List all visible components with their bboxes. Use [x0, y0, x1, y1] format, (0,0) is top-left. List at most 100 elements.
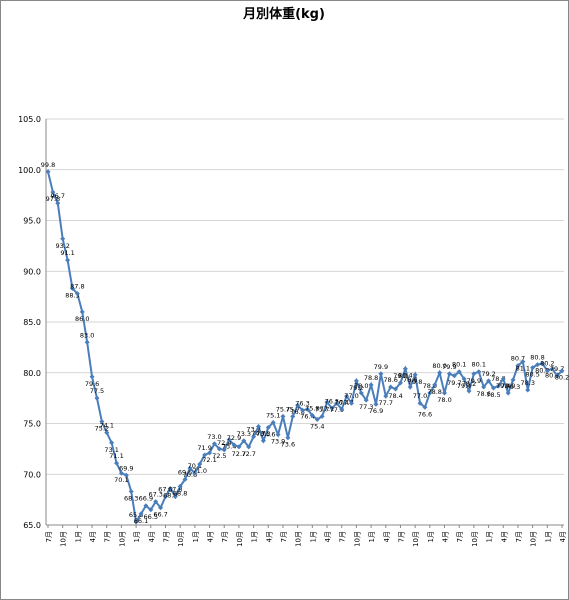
data-label: 77.7 — [339, 399, 353, 407]
marker — [339, 406, 345, 412]
data-label: 77.5 — [90, 387, 104, 395]
data-label: 67.8 — [168, 486, 182, 494]
marker — [471, 371, 477, 377]
marker — [300, 407, 306, 413]
marker — [290, 413, 296, 419]
data-label: 78.2 — [462, 380, 476, 388]
marker — [388, 384, 394, 390]
x-tick-label: 10月 — [177, 531, 185, 547]
data-label: 76.3 — [295, 399, 309, 407]
x-tick-label: 4月 — [442, 531, 450, 542]
marker — [490, 385, 496, 391]
data-label: 76.4 — [300, 412, 314, 420]
data-label: 80.7 — [511, 355, 525, 363]
x-tick-label: 1月 — [486, 531, 494, 542]
data-label: 91.1 — [60, 249, 74, 257]
data-label: 78.0 — [423, 382, 437, 390]
data-label: 70.1 — [188, 462, 202, 470]
data-label: 71.0 — [193, 467, 207, 475]
marker — [285, 435, 291, 441]
data-label: 72.7 — [241, 450, 255, 458]
marker — [270, 419, 276, 425]
data-label: 72.4 — [217, 439, 231, 447]
data-label: 80.5 — [525, 371, 539, 379]
marker — [133, 519, 139, 525]
x-tick-label: 10月 — [295, 531, 303, 547]
marker — [182, 476, 188, 482]
y-tick-label: 75.0 — [23, 420, 41, 429]
y-tick-label: 95.0 — [23, 217, 41, 226]
marker — [197, 461, 203, 467]
data-label: 79.2 — [481, 370, 495, 378]
marker — [123, 472, 129, 478]
x-tick-label: 10月 — [471, 531, 479, 547]
data-label: 79.8 — [408, 378, 422, 386]
data-label: 73.0 — [207, 433, 221, 441]
marker — [241, 438, 247, 444]
marker — [74, 291, 80, 297]
data-label: 70.6 — [183, 471, 197, 479]
marker — [466, 388, 472, 394]
x-tick-label: 10月 — [236, 531, 244, 547]
marker — [153, 499, 159, 505]
data-label: 75.4 — [310, 422, 324, 430]
marker — [495, 383, 501, 389]
x-tick-label: 4月 — [148, 531, 156, 542]
marker — [60, 236, 66, 242]
marker — [192, 470, 198, 476]
x-tick-label: 1月 — [427, 531, 435, 542]
data-label: 66.7 — [153, 511, 167, 519]
marker — [79, 309, 85, 315]
data-label: 83.0 — [80, 331, 94, 339]
data-label: 76.9 — [369, 407, 383, 415]
data-label: 78.0 — [437, 396, 451, 404]
marker — [94, 395, 100, 401]
x-tick-label: 1月 — [251, 531, 259, 542]
x-tick-label: 4月 — [383, 531, 391, 542]
data-label: 79.7 — [550, 365, 564, 373]
data-label: 77.1 — [320, 405, 334, 413]
x-tick-label: 4月 — [559, 531, 567, 542]
marker — [226, 437, 232, 443]
data-label: 68.8 — [173, 489, 187, 497]
data-label: 77.7 — [379, 399, 393, 407]
marker — [486, 378, 492, 384]
data-label: 69.9 — [119, 464, 133, 472]
marker — [172, 494, 178, 500]
data-label: 80.4 — [545, 372, 559, 380]
data-label: 65.3 — [129, 511, 143, 519]
data-label: 79.9 — [442, 363, 456, 371]
data-label: 66.5 — [144, 513, 158, 521]
y-tick-label: 65.0 — [23, 521, 41, 530]
marker — [295, 402, 301, 408]
data-label: 80.1 — [472, 361, 486, 369]
data-label: 73.6 — [281, 441, 295, 449]
chart-title: 月別体重(kg) — [242, 6, 325, 22]
data-label: 68.6 — [163, 491, 177, 499]
marker — [109, 440, 115, 446]
marker — [84, 339, 90, 345]
data-label: 79.0 — [393, 372, 407, 380]
x-tick-label: 1月 — [133, 531, 141, 542]
x-tick-label: 7月 — [515, 531, 523, 542]
x-tick-label: 10月 — [412, 531, 420, 547]
marker — [530, 365, 536, 371]
data-label: 67.3 — [148, 491, 162, 499]
data-label: 76.5 — [325, 397, 339, 405]
x-tick-label: 10月 — [118, 531, 126, 547]
marker — [158, 505, 164, 511]
marker — [177, 483, 183, 489]
data-label: 80.1 — [452, 361, 466, 369]
marker — [481, 384, 487, 390]
x-tick-label: 1月 — [192, 531, 200, 542]
marker — [216, 446, 222, 452]
data-label: 73.3 — [256, 430, 270, 438]
data-label: 72.1 — [202, 456, 216, 464]
marker — [50, 189, 56, 195]
marker — [515, 363, 521, 369]
data-label: 78.7 — [491, 375, 505, 383]
y-tick-label: 80.0 — [23, 369, 41, 378]
data-label: 75.2 — [95, 424, 109, 432]
marker — [231, 442, 237, 448]
